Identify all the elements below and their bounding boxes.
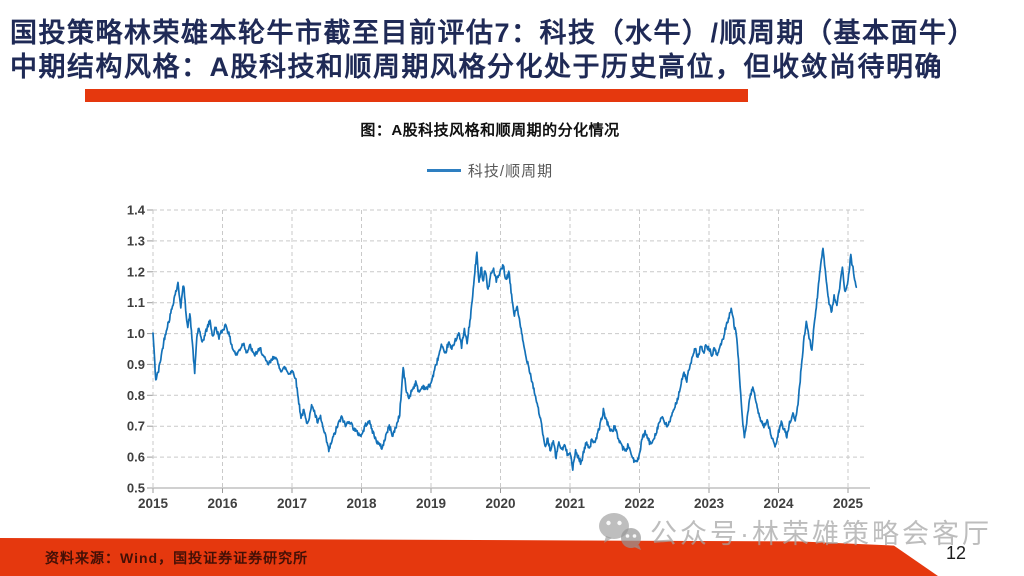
page-number: 12 bbox=[946, 543, 967, 563]
svg-text:1.1: 1.1 bbox=[127, 295, 145, 310]
svg-text:2020: 2020 bbox=[485, 496, 515, 511]
legend-label: 科技/顺周期 bbox=[467, 162, 554, 180]
svg-text:1.0: 1.0 bbox=[127, 326, 145, 341]
header-title-line-2: 中期结构风格：A股科技和顺周期风格分化处于历史高位，但收敛尚待明确 bbox=[10, 52, 943, 82]
svg-text:0.6: 0.6 bbox=[127, 450, 145, 465]
svg-text:2016: 2016 bbox=[207, 496, 238, 511]
footer-band: 资料来源：Wind，国投证券证券研究所 bbox=[0, 538, 938, 576]
title-underline-bar bbox=[85, 89, 748, 102]
legend-line-swatch bbox=[426, 168, 461, 172]
header-title-line-1: 国投策略林荣雄本轮牛市截至目前评估7：科技（水牛）/顺周期（基本面牛） bbox=[10, 18, 977, 48]
svg-text:2019: 2019 bbox=[416, 496, 446, 511]
slide-header: 国投策略林荣雄本轮牛市截至目前评估7：科技（水牛）/顺周期（基本面牛） 中期结构… bbox=[10, 16, 1020, 84]
svg-text:1.2: 1.2 bbox=[127, 264, 145, 279]
svg-text:1.4: 1.4 bbox=[127, 203, 146, 218]
svg-text:0.5: 0.5 bbox=[127, 481, 145, 496]
svg-text:2023: 2023 bbox=[694, 496, 725, 511]
svg-text:2015: 2015 bbox=[138, 496, 169, 511]
svg-text:2017: 2017 bbox=[277, 496, 307, 511]
svg-text:2021: 2021 bbox=[555, 496, 586, 511]
svg-text:2025: 2025 bbox=[833, 496, 864, 511]
svg-text:0.8: 0.8 bbox=[127, 388, 145, 403]
svg-text:0.7: 0.7 bbox=[127, 419, 145, 434]
svg-text:1.3: 1.3 bbox=[127, 233, 145, 248]
svg-text:2022: 2022 bbox=[624, 496, 654, 511]
svg-text:2024: 2024 bbox=[763, 496, 794, 511]
svg-text:0.9: 0.9 bbox=[127, 357, 145, 372]
svg-text:2018: 2018 bbox=[346, 496, 377, 511]
source-text: 资料来源：Wind，国投证券证券研究所 bbox=[45, 550, 309, 566]
figure-title: 图：A股科技风格和顺周期的分化情况 bbox=[360, 122, 620, 139]
chart-legend: 科技/顺周期 bbox=[0, 160, 980, 180]
